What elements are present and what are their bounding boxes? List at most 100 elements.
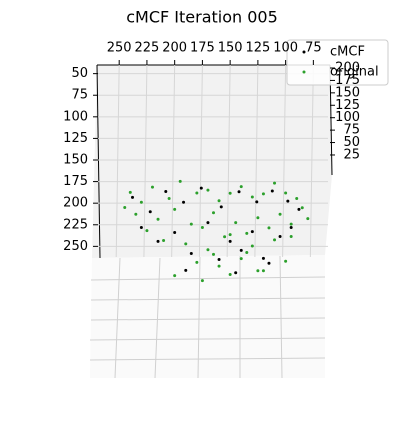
data-point [267,261,271,265]
data-point [245,251,249,255]
data-point [199,186,203,190]
data-point [195,191,199,195]
data-point [212,252,215,256]
data-point [217,264,221,268]
x-tick-label: 200 [162,41,187,56]
data-point [256,269,260,273]
data-point [200,279,204,283]
x-tick-label: 175 [190,41,215,56]
data-point [128,190,132,194]
data-point [123,205,127,209]
data-point [289,226,293,230]
data-point [300,206,304,210]
data-point [306,217,310,221]
data-point [148,210,152,214]
data-point [219,205,223,209]
x-tick-label: 150 [218,41,243,56]
data-point [250,195,254,199]
data-point [295,197,299,201]
data-point [228,233,232,237]
data-point [278,234,282,238]
data-point [284,259,288,263]
data-point [250,244,254,248]
y-tick-label: 225 [63,217,88,232]
floor-grid [89,255,326,379]
y-tick-label: 50 [71,66,88,81]
legend: cMCF original [286,39,389,86]
data-point [206,248,210,252]
data-point [150,185,154,189]
data-point [237,190,241,194]
data-point [206,188,210,192]
y-axis [96,64,101,259]
data-point [245,231,249,235]
data-point [278,212,282,216]
data-point [200,226,204,230]
legend-label: original [330,65,379,80]
legend-box [286,39,389,86]
data-point [297,207,301,211]
data-point [178,179,182,183]
data-point [273,181,277,185]
y-tick-label: 100 [63,109,88,124]
x-tick-label: 100 [273,41,298,56]
data-point [189,222,193,226]
data-point [228,191,232,195]
data-point [250,230,254,234]
data-point [289,222,293,226]
data-point [261,256,265,260]
data-point [189,251,193,255]
data-point [156,217,160,221]
data-point [212,211,215,215]
data-point [164,190,168,193]
y-tick-label: 125 [63,131,88,146]
y-tick-label: 200 [63,196,88,211]
data-point [131,195,135,199]
data-point [195,260,199,264]
x-tick-label: 250 [107,41,132,56]
data-point [145,229,149,233]
data-point [239,248,243,252]
y-tick-label: 75 [71,88,88,103]
chart-title: cMCF Iteration 005 [126,8,278,27]
data-point [228,272,232,276]
z-tick-label: 150 [335,85,360,100]
z-tick-label: 100 [335,110,360,125]
data-point [273,238,277,242]
data-point [162,239,166,242]
data-point [234,271,238,275]
y-tick-label: 250 [63,239,88,254]
x-tick-label: 225 [135,41,160,56]
legend-marker [302,70,306,74]
data-point [217,257,221,261]
data-point [182,200,186,204]
data-point [134,212,138,216]
data-point [206,221,210,225]
data-point [256,216,260,220]
back-pane [92,65,332,258]
data-point [270,189,274,193]
y-tick-label: 175 [63,174,88,189]
z-tick-label: 25 [343,147,360,162]
y-tick-label: 150 [63,153,88,168]
data-point [234,221,238,225]
data-point [223,235,227,239]
data-point [173,274,177,278]
data-point [156,239,160,243]
legend-label: cMCF [330,45,365,60]
data-point [255,200,259,204]
z-tick-label: 75 [343,123,360,138]
data-point [289,234,293,238]
data-point [139,226,143,230]
z-tick-label: 175 [335,73,360,88]
floor-pane [90,255,325,378]
data-point [239,257,243,261]
data-point [217,199,221,203]
data-point [267,226,271,230]
data-point [173,207,177,211]
data-point [167,197,171,201]
data-point [228,239,232,243]
z-tick-label: 125 [335,98,360,113]
data-point [139,200,143,204]
